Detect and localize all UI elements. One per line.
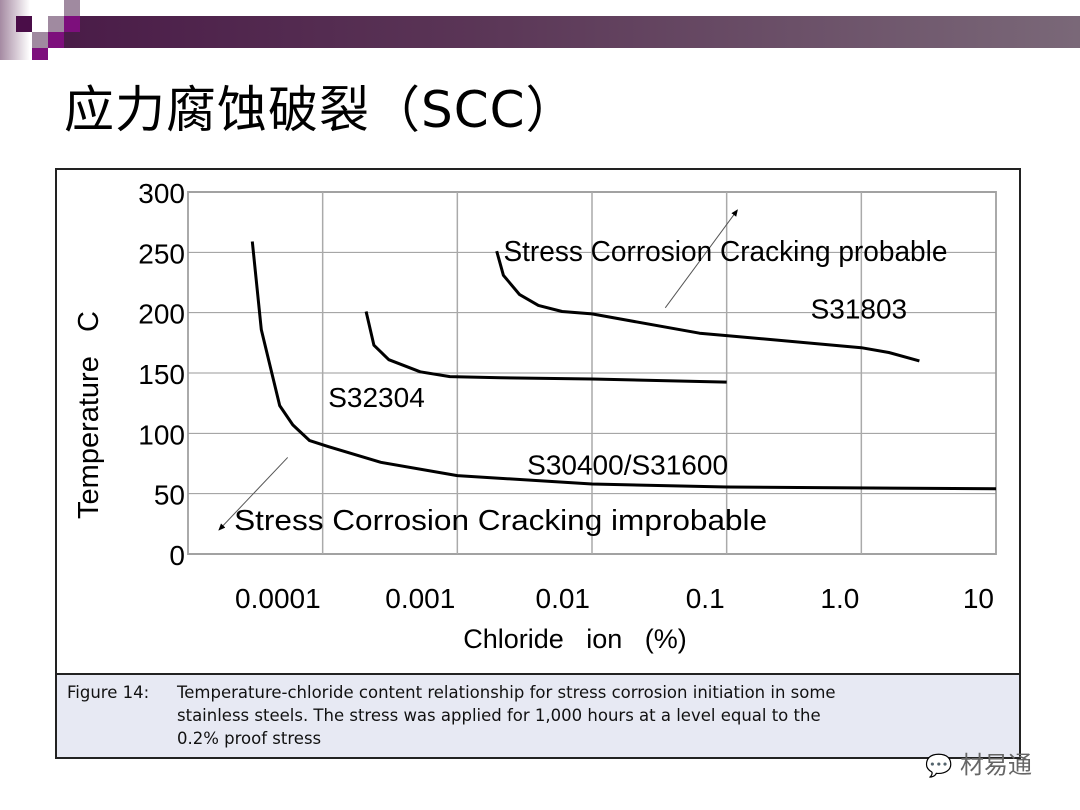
series-label: S32304 [328,382,425,413]
caption-line-3: 0.2% proof stress [177,729,322,748]
caption-line-1: Temperature-chloride content relationshi… [177,683,836,702]
annotation-arrow [218,457,289,531]
wechat-icon: 💬 [925,754,953,779]
watermark: 💬 材易通 [925,745,1032,780]
slide-title: 应力腐蚀破裂（SCC） [64,81,577,139]
x-axis-label: Chloride ion (%) [463,624,687,654]
y-axis-label: Temperature C [73,311,105,519]
x-tick-label: 0.001 [385,583,455,614]
x-tick-label: 10 [963,583,994,614]
y-tick-label: 150 [138,359,185,390]
x-tick-label: 0.01 [536,583,591,614]
annotation-arrow [664,209,738,309]
annotation-text: Stress Corrosion Cracking probable [503,236,947,268]
watermark-text: 材易通 [960,751,1033,779]
y-tick-label: 250 [138,238,185,269]
series-label: S30400/S31600 [527,449,728,480]
y-tick-label: 300 [138,178,185,209]
caption-line-2: stainless steels. The stress was applied… [177,706,821,725]
y-tick-label: 100 [138,419,185,450]
y-tick-label: 50 [154,480,185,511]
series-label: S31803 [811,294,908,325]
caption-label: Figure 14: [67,683,150,702]
series-line-s32304 [364,311,727,384]
x-tick-label: 1.0 [820,583,859,614]
y-tick-label: 200 [138,299,185,330]
x-tick-label: 0.0001 [235,583,321,614]
figure-caption: Figure 14: Temperature-chloride content r… [55,673,1021,759]
series-line-s30400-s31600 [250,241,997,491]
y-tick-label: 0 [169,540,185,571]
annotation-text: Stress Corrosion Cracking improbable [234,505,767,537]
x-tick-label: 0.1 [686,583,725,614]
series-line-s31803 [495,250,920,363]
